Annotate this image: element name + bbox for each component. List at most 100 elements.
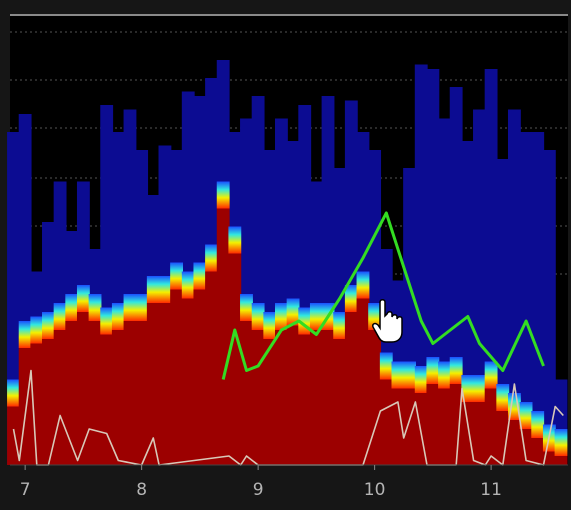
spectrum-core [205, 271, 218, 465]
spectrum-core [76, 312, 90, 465]
heat-edge [135, 294, 149, 321]
spectrum-core [507, 420, 521, 465]
spectrum-core [111, 330, 125, 465]
spectrum-core [438, 388, 451, 465]
spectrum-core [473, 402, 486, 465]
spectrum-core [88, 321, 102, 465]
heat-edge [333, 312, 347, 339]
heat-edge [507, 393, 521, 420]
spectrum-core [368, 330, 382, 465]
spectrum-core [193, 289, 207, 465]
heat-edge [496, 384, 510, 411]
heat-edge [18, 321, 32, 348]
heat-edge [76, 285, 90, 312]
heat-edge [158, 276, 172, 303]
spectrum-core [251, 330, 265, 465]
spectrum-core [240, 321, 253, 465]
spectrum-core [426, 384, 440, 465]
heat-edge [531, 411, 545, 438]
x-tick-label: 9 [253, 480, 264, 500]
heat-edge [123, 294, 137, 321]
heat-edge [146, 276, 160, 303]
heat-edge [240, 294, 253, 321]
heat-edge [414, 366, 428, 393]
trace-line [221, 211, 545, 380]
x-tick-label: 7 [20, 480, 31, 500]
spectrum-core [170, 289, 184, 465]
heat-edge [426, 357, 440, 384]
spectrum-core [42, 339, 55, 465]
spectrum-core [321, 330, 335, 465]
spectrum-envelope [531, 132, 545, 465]
heat-edge [181, 271, 195, 299]
heat-edge [403, 361, 416, 389]
heat-edge [42, 312, 55, 339]
heat-edge [554, 429, 568, 456]
spectrum-core [484, 388, 498, 465]
x-tick-label: 8 [136, 480, 147, 500]
spectrum-core [181, 298, 195, 465]
spectrum-core [391, 388, 405, 465]
heat-edge [275, 303, 288, 330]
spectrum-core [158, 303, 172, 465]
spectrum-core [263, 339, 277, 465]
spectrum-core [146, 303, 160, 465]
heat-edge [111, 303, 125, 330]
heat-edge [228, 226, 242, 254]
heat-edge [263, 312, 277, 339]
heat-edge [391, 361, 405, 389]
heat-edge [344, 285, 358, 312]
spectrum-envelope [542, 150, 556, 465]
spectrum-core [344, 312, 358, 465]
spectrum-core [554, 456, 568, 465]
spectrum-core [531, 438, 545, 465]
hand-cursor [372, 299, 403, 343]
spectrum-core [286, 325, 300, 465]
spectrum-core [309, 330, 323, 465]
spectrum-core [379, 379, 393, 465]
spectrum-core [123, 321, 137, 465]
heat-edge [251, 303, 265, 330]
heat-edge [216, 181, 230, 209]
spectrum-envelope [414, 64, 428, 465]
marks [7, 60, 568, 466]
heat-edge [30, 316, 44, 344]
heat-edge [379, 352, 393, 380]
spectrum-core [53, 330, 67, 465]
heat-edge [88, 294, 102, 321]
heat-edge [65, 294, 79, 321]
spectrum-envelope [507, 109, 521, 465]
spectrum-core [496, 411, 510, 465]
heat-edge [309, 303, 323, 330]
spectrum-core [65, 321, 79, 465]
spectrum-core [356, 298, 370, 465]
spectrum-core [298, 334, 312, 465]
heat-edge [356, 271, 370, 299]
heat-edge [53, 303, 67, 330]
x-tick-label: 11 [480, 480, 502, 500]
spectrum-core [403, 388, 416, 465]
heat-edge [170, 262, 184, 290]
heat-edge [519, 402, 533, 429]
heat-edge [193, 262, 207, 290]
heat-edge [368, 303, 382, 330]
heat-edge [449, 357, 463, 384]
spectrum-core [30, 343, 44, 465]
heat-edge [205, 244, 218, 272]
spectrum-core [275, 330, 288, 465]
heat-edge [286, 298, 300, 326]
spectrum-core [449, 384, 463, 465]
heat-edge [7, 379, 20, 407]
spectrum-core [216, 208, 230, 465]
heat-edge [484, 361, 498, 389]
spectrum-core [135, 321, 149, 465]
heat-edge [100, 307, 114, 335]
x-tick-label: 10 [364, 480, 386, 500]
spectrum-core [333, 339, 347, 465]
heat-edge [461, 375, 475, 402]
spectrum-core [228, 253, 242, 465]
heat-edge [438, 361, 451, 389]
heat-edge [473, 375, 486, 402]
